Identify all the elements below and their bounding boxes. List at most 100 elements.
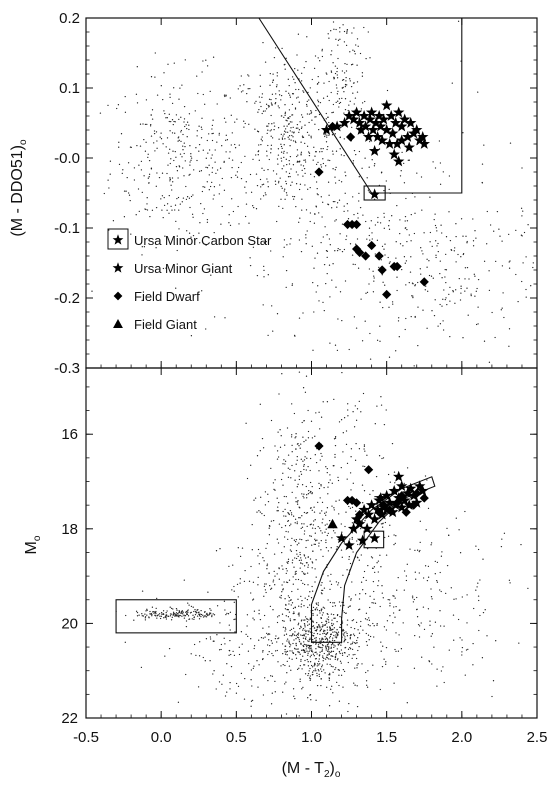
field-star-dot [406, 220, 409, 222]
field-star-dot [371, 159, 373, 161]
field-star-dot [317, 75, 319, 78]
field-star-dot [269, 130, 271, 132]
field-star-dot [313, 627, 316, 629]
field-star-dot [274, 180, 277, 182]
bottom-x-tick-label: 0.5 [226, 729, 247, 746]
field-star-dot [402, 622, 404, 624]
field-star-dot [257, 576, 259, 579]
field-star-dot [328, 481, 330, 484]
field-star-dot [299, 538, 301, 540]
field-star-dot [270, 675, 272, 677]
field-star-dot [431, 663, 433, 665]
field-star-dot [355, 657, 358, 660]
field-star-dot [288, 643, 291, 645]
field-star-dot [185, 198, 188, 201]
field-star-dot [346, 635, 349, 637]
field-star-dot [356, 540, 358, 542]
field-star-dot [314, 155, 316, 157]
field-star-dot [309, 637, 311, 639]
field-dwarf-point [352, 244, 362, 254]
field-star-dot [525, 296, 527, 298]
field-star-dot [439, 571, 441, 574]
field-star-dot [235, 682, 238, 685]
field-star-dot [310, 597, 313, 599]
field-star-dot [351, 538, 353, 540]
field-star-dot [322, 660, 324, 662]
field-star-dot [213, 670, 215, 672]
field-star-dot [371, 232, 373, 234]
field-star-dot [303, 635, 305, 637]
top-plot-frame [85, 17, 538, 369]
field-star-dot [305, 209, 308, 211]
field-star-dot [455, 517, 457, 519]
field-star-dot [367, 31, 369, 33]
field-star-dot [320, 617, 322, 619]
field-star-dot [285, 628, 287, 630]
field-star-dot [455, 289, 457, 291]
field-star-dot [322, 624, 324, 626]
field-star-dot [378, 266, 380, 269]
ursa-minor-giant-point [393, 155, 405, 167]
field-star-dot [241, 643, 243, 645]
field-star-dot [299, 680, 301, 683]
field-star-dot [424, 475, 427, 477]
field-star-dot [264, 589, 267, 591]
field-star-dot [329, 296, 331, 298]
field-star-dot [393, 682, 395, 684]
field-star-dot [274, 680, 276, 683]
ursa-minor-giant-point [388, 485, 400, 496]
field-star-dot [346, 63, 348, 66]
field-star-dot [276, 616, 279, 618]
field-star-dot [308, 640, 310, 643]
field-star-dot [309, 628, 311, 630]
field-star-dot [258, 563, 260, 565]
field-star-dot [266, 178, 268, 180]
field-star-dot [446, 564, 449, 567]
field-star-dot [164, 235, 166, 237]
field-star-dot [450, 587, 452, 589]
field-star-dot [427, 576, 430, 578]
field-star-dot [168, 113, 170, 115]
field-star-dot [282, 135, 284, 137]
field-star-dot [179, 203, 181, 205]
field-star-dot [340, 181, 343, 183]
field-star-dot [297, 174, 299, 176]
field-star-dot [232, 650, 234, 653]
field-star-dot [261, 136, 263, 138]
field-star-dot [261, 437, 264, 440]
field-star-dot [388, 599, 391, 601]
field-star-dot [265, 547, 267, 550]
field-star-dot [303, 523, 305, 525]
field-star-dot [184, 615, 187, 617]
field-star-dot [184, 145, 186, 148]
field-star-dot [158, 613, 161, 615]
field-star-dot [372, 622, 374, 625]
field-star-dot [314, 454, 316, 456]
field-star-dot [190, 605, 193, 608]
field-star-dot [333, 602, 336, 604]
field-star-dot [322, 555, 324, 558]
field-star-dot [315, 637, 317, 639]
field-star-dot [235, 174, 237, 176]
field-star-dot [240, 177, 243, 180]
field-star-dot [210, 274, 212, 276]
field-star-dot [148, 173, 151, 175]
field-star-dot [391, 442, 394, 445]
field-star-dot [256, 660, 258, 662]
field-star-dot [292, 633, 294, 636]
field-star-dot [288, 138, 290, 140]
field-star-dot [388, 262, 391, 264]
field-star-dot [209, 185, 212, 188]
field-star-dot [198, 143, 201, 146]
field-star-dot [301, 484, 304, 486]
field-star-dot [374, 163, 376, 165]
field-star-dot [372, 490, 374, 492]
field-star-dot [291, 93, 294, 95]
field-star-dot [444, 268, 446, 271]
field-star-dot [333, 646, 335, 649]
field-star-dot [299, 553, 301, 556]
bottom-x-tick-label: 2.0 [451, 729, 472, 746]
field-star-dot [244, 677, 246, 680]
field-star-dot [301, 116, 304, 118]
